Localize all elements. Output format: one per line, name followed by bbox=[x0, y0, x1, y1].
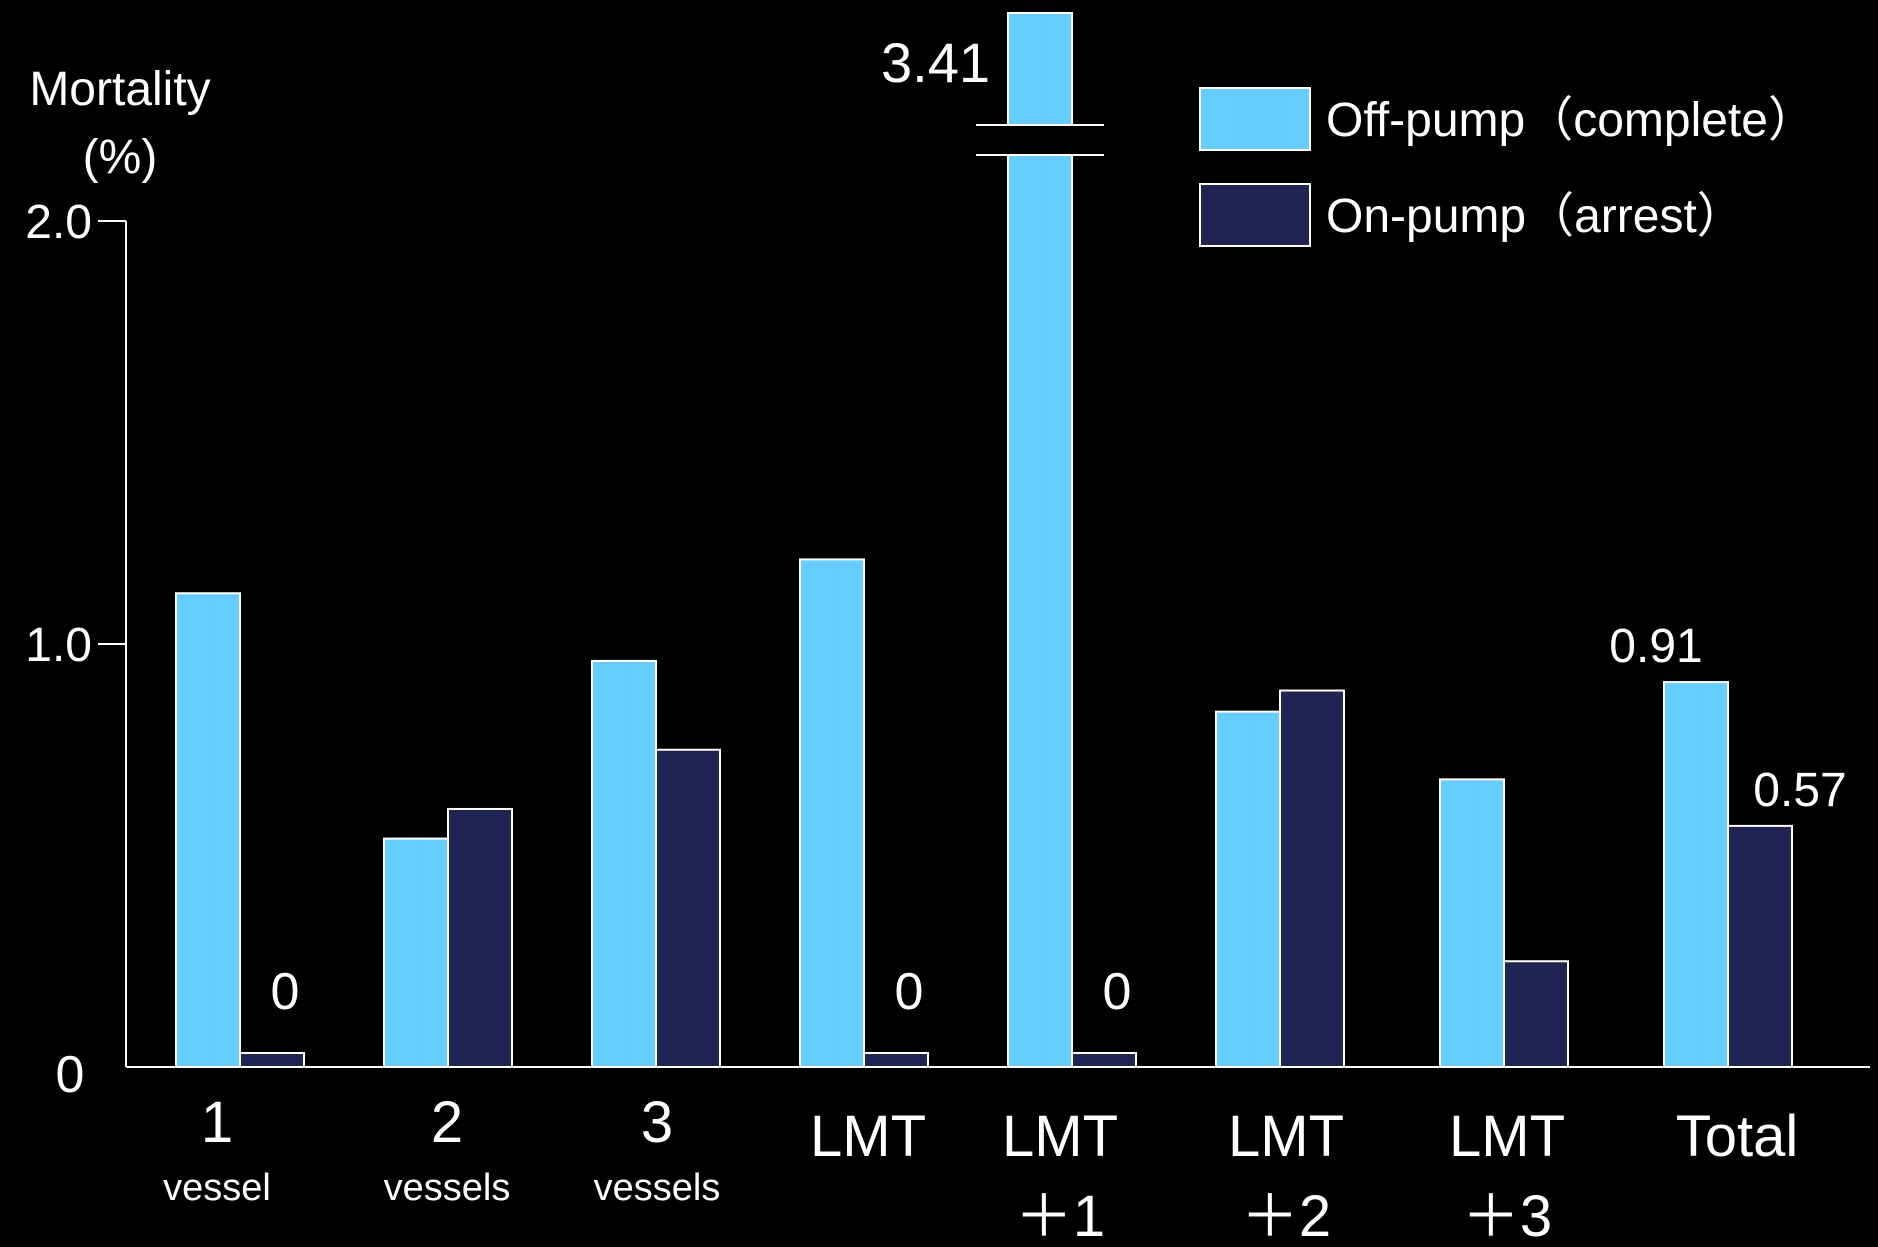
bar bbox=[1279, 689, 1345, 1069]
bar bbox=[1663, 681, 1729, 1068]
bar bbox=[655, 748, 721, 1068]
bar bbox=[1071, 1052, 1137, 1068]
x-tick-label: 3 bbox=[641, 1090, 673, 1155]
x-tick-label: 1 bbox=[201, 1090, 233, 1155]
x-tick-sublabel: vessels bbox=[384, 1167, 511, 1209]
x-tick-label: LMT bbox=[1228, 1104, 1344, 1169]
bar bbox=[1503, 960, 1569, 1068]
x-tick-sublabel: vessel bbox=[163, 1167, 271, 1209]
x-tick-label: LMT bbox=[1449, 1104, 1565, 1169]
x-tick-sublabel: ＋3 bbox=[1462, 1184, 1552, 1242]
y-axis-title-unit: (%) bbox=[83, 131, 158, 184]
x-tick-sublabel: vessels bbox=[594, 1167, 721, 1209]
bar bbox=[239, 1052, 305, 1068]
y-axis-title: Mortality bbox=[29, 63, 210, 116]
bar bbox=[1439, 778, 1505, 1068]
y-tick-label: 2.0 bbox=[25, 196, 92, 249]
x-tick-label: LMT bbox=[810, 1104, 926, 1169]
x-tick-label: LMT bbox=[1002, 1104, 1118, 1169]
data-label: 0 bbox=[895, 963, 924, 1021]
x-tick-labels: 1 vessel 2 vessels 3 vessels LMT LMT ＋1 LMT ＋2 LMT ＋… bbox=[163, 1090, 1799, 1247]
data-label: 0.57 bbox=[1753, 764, 1846, 817]
bar bbox=[591, 659, 657, 1068]
bar bbox=[447, 807, 513, 1068]
axis-break-gap bbox=[976, 125, 1104, 155]
bar bbox=[175, 592, 241, 1068]
legend-label: Off-pump（complete） bbox=[1326, 94, 1816, 147]
data-labels: 3.41 0.91 0 0 0 0.57 bbox=[271, 31, 1847, 1021]
data-label: 0 bbox=[271, 963, 300, 1021]
legend-label: On-pump（arrest） bbox=[1326, 190, 1745, 243]
legend-swatch bbox=[1199, 87, 1311, 151]
bar bbox=[1007, 12, 1073, 1068]
data-label: 3.41 bbox=[881, 31, 990, 94]
x-tick-label: Total bbox=[1676, 1104, 1799, 1169]
data-label: 0 bbox=[1103, 963, 1132, 1021]
x-tick-sublabel: ＋2 bbox=[1241, 1184, 1331, 1242]
x-tick-sublabel: ＋1 bbox=[1015, 1184, 1105, 1242]
y-tick-label: 0 bbox=[56, 1046, 85, 1104]
bar bbox=[863, 1052, 929, 1068]
bar bbox=[1215, 710, 1281, 1068]
bar bbox=[799, 558, 865, 1069]
data-label: 0.91 bbox=[1609, 620, 1702, 673]
bars bbox=[175, 12, 1793, 1069]
bar bbox=[1727, 824, 1793, 1069]
y-tick-label: 1.0 bbox=[25, 619, 92, 672]
bar bbox=[383, 837, 449, 1069]
x-tick-label: 2 bbox=[431, 1090, 463, 1155]
legend-swatch bbox=[1199, 183, 1311, 247]
legend: Off-pump（complete） On-pump（arrest） bbox=[1199, 87, 1816, 247]
